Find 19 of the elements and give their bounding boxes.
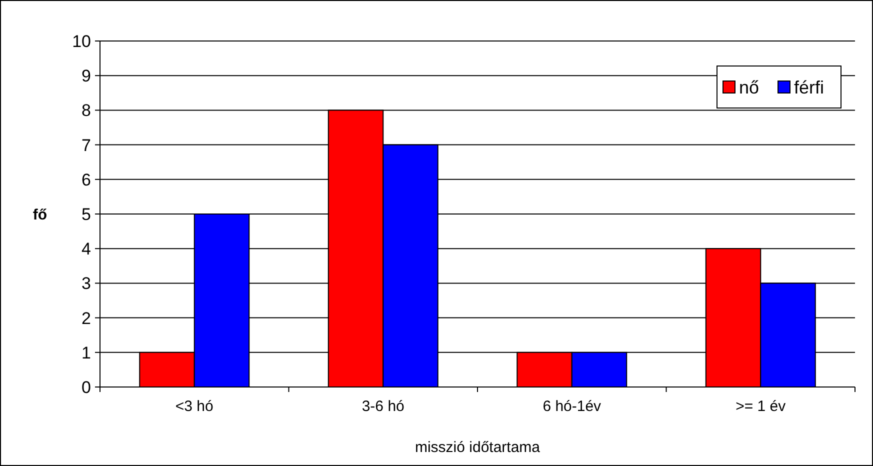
x-tick-label: 3-6 hó — [362, 398, 404, 415]
x-axis-title: misszió időtartama — [414, 439, 541, 456]
y-tick-label: 10 — [72, 32, 91, 51]
y-tick-label: 5 — [82, 204, 91, 224]
y-tick-label: 3 — [82, 274, 91, 294]
legend-label: férfi — [794, 77, 824, 98]
y-tick-label: 6 — [82, 170, 91, 190]
x-tick-label: >= 1 év — [736, 398, 786, 415]
x-tick-label: 6 hó-1év — [542, 398, 602, 415]
y-tick-label: 8 — [82, 101, 91, 120]
y-tick-label: 1 — [82, 343, 91, 362]
y-tick-label: 9 — [82, 66, 91, 86]
y-tick-label: 0 — [82, 378, 91, 397]
legend-label: nő — [739, 77, 760, 98]
y-tick-label: 2 — [82, 308, 91, 328]
y-axis-title: fő — [32, 206, 48, 224]
y-tick-label: 7 — [82, 136, 91, 155]
x-tick-label: <3 hó — [175, 398, 214, 415]
y-tick-label: 4 — [82, 240, 91, 259]
